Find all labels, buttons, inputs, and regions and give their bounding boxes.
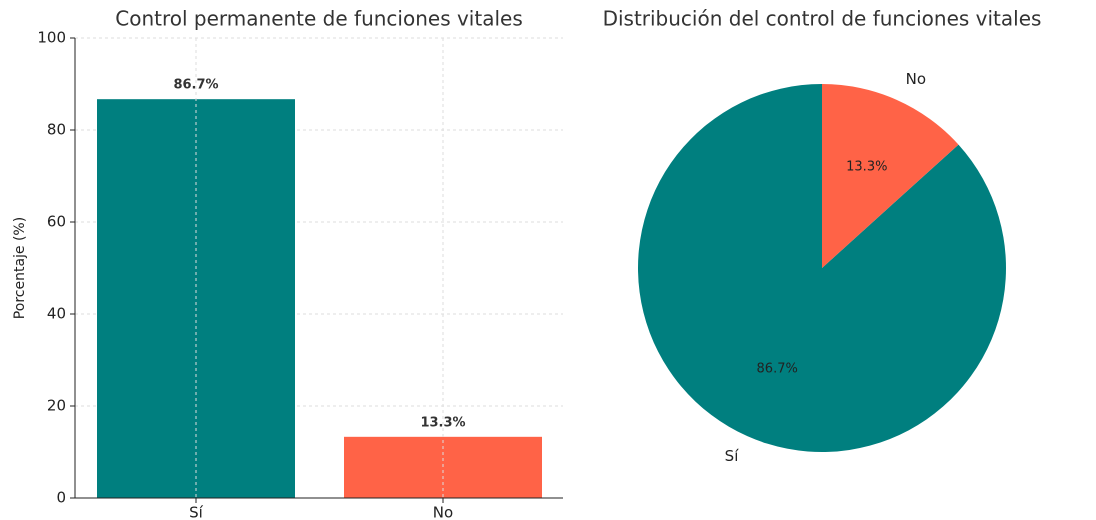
y-tick-label: 60 bbox=[47, 213, 66, 231]
chart-title: Distribución del control de funciones vi… bbox=[603, 7, 1042, 31]
slice-label: Sí bbox=[725, 447, 740, 465]
x-tick-label: Sí bbox=[189, 504, 204, 520]
chart-title: Control permanente de funciones vitales bbox=[115, 7, 523, 31]
y-tick-label: 40 bbox=[47, 305, 66, 323]
x-tick-label: No bbox=[433, 504, 453, 520]
y-tick-label: 100 bbox=[37, 29, 66, 47]
value-label: 86.7% bbox=[173, 78, 218, 93]
slice-label: No bbox=[906, 70, 926, 88]
y-tick-label: 20 bbox=[47, 397, 66, 415]
y-tick-label: 80 bbox=[47, 121, 66, 139]
percent-label: 13.3% bbox=[846, 160, 887, 175]
y-axis-label: Porcentaje (%) bbox=[12, 217, 28, 319]
y-tick-label: 0 bbox=[56, 489, 66, 507]
value-label: 13.3% bbox=[420, 415, 465, 430]
pie-slice bbox=[822, 84, 959, 268]
percent-label: 86.7% bbox=[757, 361, 798, 376]
